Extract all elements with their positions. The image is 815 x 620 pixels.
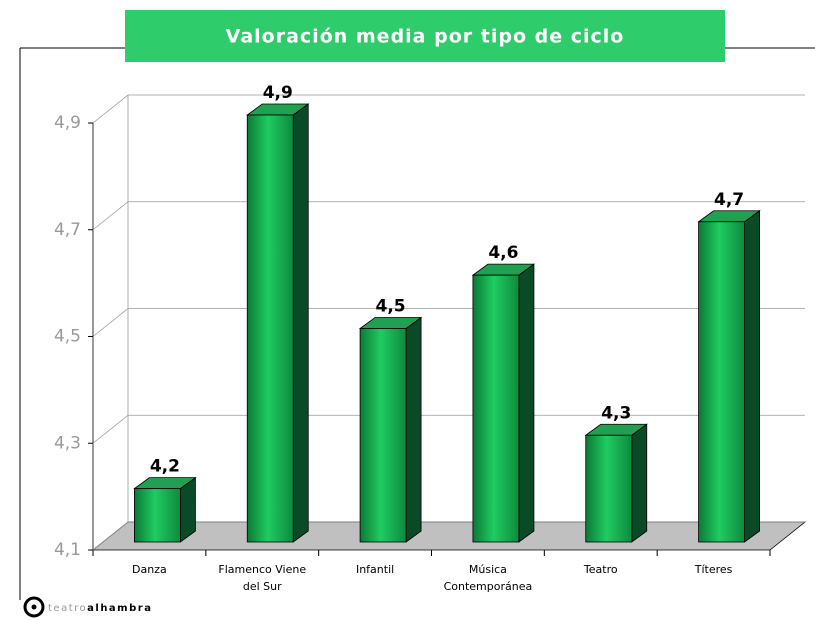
data-label: 4,6 <box>488 243 518 263</box>
bar <box>134 488 181 543</box>
logo: teatroalhambra <box>48 603 152 614</box>
logo-icon <box>31 604 37 610</box>
grid-line <box>92 414 129 444</box>
y-tick-label: 4,7 <box>54 220 81 240</box>
data-label: 4,3 <box>601 403 631 423</box>
bar-side <box>292 103 309 543</box>
data-label: 4,2 <box>150 457 180 477</box>
bar <box>359 328 407 543</box>
grid-line <box>92 201 129 231</box>
logo-prefix: teatro <box>48 603 87 614</box>
x-tick-label: Música Contemporánea <box>443 563 533 593</box>
x-tick-label: Títeres <box>694 563 733 576</box>
bar <box>246 114 294 543</box>
bar-side <box>405 316 422 543</box>
x-tick-label: Danza <box>132 563 167 576</box>
data-label: 4,7 <box>714 190 744 210</box>
logo-name: alhambra <box>87 603 152 614</box>
bar <box>585 434 633 543</box>
bar <box>698 221 745 543</box>
chart-title: Valoración media por tipo de ciclo <box>226 26 625 48</box>
data-label: 4,5 <box>376 297 406 317</box>
bar-side <box>744 209 760 543</box>
grid-line <box>92 94 129 124</box>
x-tick-label: Teatro <box>583 563 618 576</box>
y-tick-label: 4,3 <box>54 433 81 453</box>
data-label: 4,9 <box>263 83 293 103</box>
y-tick-label: 4,9 <box>54 113 81 133</box>
bar-side <box>631 423 648 543</box>
bar <box>472 274 520 543</box>
grid-line <box>92 308 129 337</box>
y-tick-label: 4,1 <box>54 540 81 560</box>
grid-line <box>92 521 129 551</box>
logo-icon <box>23 596 45 618</box>
bar-side <box>518 263 535 543</box>
plot: 4,1 4,3 4,5 4,7 4,9 4,2 4,9 4,5 4,6 4,3 4,7 <box>54 83 807 560</box>
x-tick-label: Infantil <box>355 563 395 576</box>
title-box <box>125 10 725 62</box>
y-tick-label: 4,5 <box>54 327 81 347</box>
x-tick-label: Flamenco Viene del Sur <box>218 563 307 593</box>
